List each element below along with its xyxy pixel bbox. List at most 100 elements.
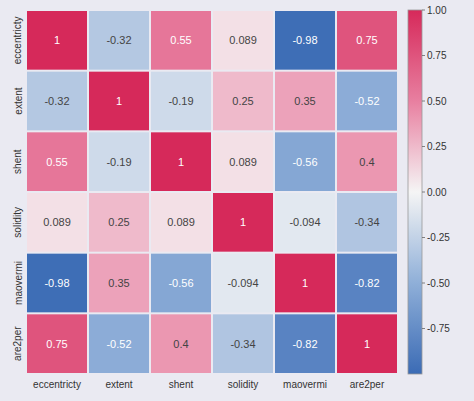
x-tick-label: shent	[169, 379, 194, 390]
heatmap-cell	[27, 254, 87, 313]
heatmap-cell	[89, 254, 149, 313]
colorbar-tick-label: 0.00	[427, 187, 447, 198]
y-tick-label: shent	[13, 149, 24, 174]
y-tick-label: extent	[13, 87, 24, 114]
heatmap-cell	[213, 11, 273, 70]
heatmap-cell	[337, 72, 397, 131]
cell-label: 1	[240, 216, 246, 228]
heatmap-cell	[27, 11, 87, 70]
colorbar-tick	[422, 283, 425, 284]
heatmap-cell	[27, 314, 87, 373]
axis-labels: eccentricty eccentricty extent extent shent s…	[13, 16, 385, 390]
x-tick-label: extent	[105, 379, 132, 390]
heatmap-cell	[27, 72, 87, 131]
cell-label: 0.75	[46, 338, 67, 350]
cell-label: -0.34	[354, 216, 379, 228]
cell-label: -0.52	[354, 95, 379, 107]
heatmap-cell	[151, 11, 211, 70]
y-tick-label: maovermi	[13, 261, 24, 305]
y-tick-label: solidity	[13, 207, 24, 238]
heatmap-cell	[89, 11, 149, 70]
colorbar-tick-label: 0.25	[427, 141, 447, 152]
colorbar-tick-label: 1.00	[427, 5, 447, 16]
cell-label: -0.32	[106, 34, 131, 46]
heatmap-cell	[275, 11, 335, 70]
colorbar-tick-label: 0.75	[427, 50, 447, 61]
cell-label: -0.56	[168, 277, 193, 289]
heatmap-cell	[275, 314, 335, 373]
cell-label: 0.55	[46, 156, 67, 168]
cell-label: 0.089	[167, 216, 195, 228]
heatmap-cell	[27, 132, 87, 191]
heatmap-cell	[275, 254, 335, 313]
heatmap-cell	[89, 193, 149, 252]
colorbar-tick	[422, 237, 425, 238]
cell-label: 0.4	[173, 338, 188, 350]
colorbar-tick	[422, 146, 425, 147]
chart-container: 1 -0.32 0.55 0.089 -0.98 0.75 -0.32 1 -0.19 0.25 0…	[0, 0, 474, 401]
cell-label: -0.82	[354, 277, 379, 289]
heatmap-cell	[89, 314, 149, 373]
cell-label: -0.32	[44, 95, 69, 107]
heatmap-cell	[275, 193, 335, 252]
cell-label: 0.55	[170, 34, 191, 46]
x-tick-label: eccentricty	[33, 379, 81, 390]
colorbar-tick-label: 0.50	[427, 96, 447, 107]
heatmap-cell	[89, 72, 149, 131]
heatmap-cell	[275, 132, 335, 191]
cell-label: 0.089	[229, 34, 257, 46]
cell-label: 1	[54, 34, 60, 46]
colorbar-tick-label: -0.75	[427, 323, 450, 334]
cell-label: 0.75	[356, 34, 377, 46]
cell-label: 0.089	[43, 216, 71, 228]
heatmap-cell	[213, 314, 273, 373]
heatmap-cell	[213, 193, 273, 252]
heatmap-cell	[337, 254, 397, 313]
heatmap-cell	[275, 72, 335, 131]
cell-label: 1	[364, 338, 370, 350]
cell-label: -0.19	[106, 156, 131, 168]
cell-label: 1	[178, 156, 184, 168]
colorbar-tick	[422, 328, 425, 329]
colorbar-tick-label: -0.50	[427, 278, 450, 289]
colorbar-tick	[422, 55, 425, 56]
cell-label: 0.25	[232, 95, 253, 107]
cell-label: -0.98	[292, 34, 317, 46]
x-tick-label: are2per	[350, 379, 385, 390]
cell-label: 0.35	[108, 277, 129, 289]
cell-label: 0.4	[359, 156, 374, 168]
heatmap-cell	[213, 132, 273, 191]
heatmap-cell	[337, 11, 397, 70]
cell-label: 0.25	[108, 216, 129, 228]
heatmap-cell	[151, 193, 211, 252]
heatmap-cell	[151, 132, 211, 191]
heatmap-cell	[151, 254, 211, 313]
colorbar-tick	[422, 101, 425, 102]
colorbar-scale	[408, 10, 422, 374]
cell-label: -0.56	[292, 156, 317, 168]
heatmap-cell	[337, 314, 397, 373]
heatmap-cell	[151, 72, 211, 131]
cell-label: -0.34	[230, 338, 255, 350]
heatmap-cell	[213, 254, 273, 313]
cell-label: 0.35	[294, 95, 315, 107]
cell-label: 1	[302, 277, 308, 289]
y-tick-label: eccentricty	[13, 16, 24, 64]
heatmap-cell	[213, 72, 273, 131]
chart: 1 -0.32 0.55 0.089 -0.98 0.75 -0.32 1 -0.19 0.25 0…	[0, 0, 474, 401]
cell-labels: 1 -0.32 0.55 0.089 -0.98 0.75 -0.32 1 -0.19 0.25 0…	[43, 34, 379, 349]
y-tick-label: are2per	[13, 326, 24, 361]
cell-label: -0.82	[292, 338, 317, 350]
colorbar-tick-label: -0.25	[427, 232, 450, 243]
cell-label: -0.094	[227, 277, 258, 289]
heatmap-cell	[27, 193, 87, 252]
cell-label: -0.52	[106, 338, 131, 350]
heatmap-cell	[151, 314, 211, 373]
cell-label: 0.089	[229, 156, 257, 168]
cell-label: -0.19	[168, 95, 193, 107]
colorbar-tick	[422, 192, 425, 193]
x-tick-label: maovermi	[283, 379, 327, 390]
heatmap-cell	[337, 193, 397, 252]
colorbar-tick	[422, 10, 425, 11]
heatmap-cell	[337, 132, 397, 191]
